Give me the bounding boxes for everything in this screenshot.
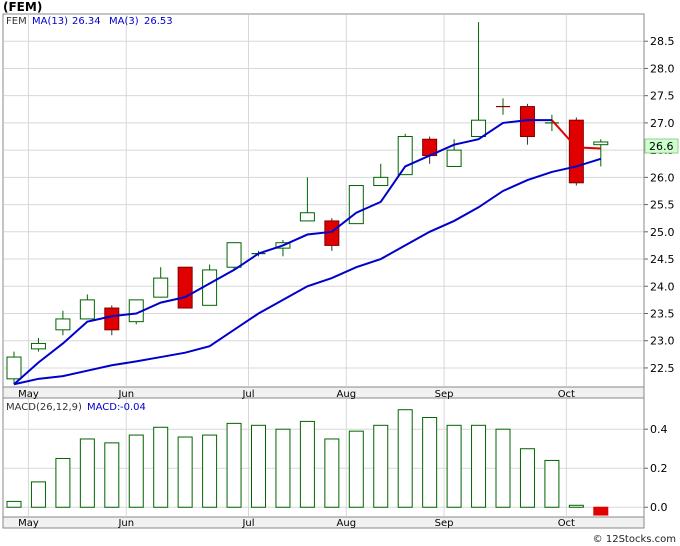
month-label: May [18,518,39,529]
month-label: Aug [337,518,357,529]
price-panel [2,13,645,388]
month-label: Jul [241,389,254,400]
month-label: Sep [435,518,454,529]
price-tick-label: 24.5 [650,253,675,266]
macd-bar [544,459,560,508]
legend-ma3-label: MA(3) [109,16,139,27]
candle-body [153,277,169,298]
macd-bar [251,424,266,508]
macd-bar [593,506,609,516]
price-tick-label: 27.0 [650,117,675,130]
candle-body [79,299,95,320]
month-label: Oct [558,389,575,400]
candle-body [226,242,242,268]
macd-tick-label: 0.0 [650,501,668,514]
last-price-label: 26.6 [649,140,674,153]
candle-body [593,141,609,146]
macd-bar [299,420,315,508]
last-price-box [644,138,679,154]
price-tick-label: 27.5 [650,90,675,103]
macd-bar [128,434,144,508]
macd-bar [397,409,413,508]
macd-bar [568,504,584,508]
macd-bar [79,438,95,508]
macd-bar [55,457,71,508]
macd-bar [104,442,120,508]
legend-ma3-value: 26.53 [144,16,173,27]
macd-bar [348,430,364,508]
macd-bar [471,424,487,508]
macd-bar [226,422,242,508]
ma13-line [13,157,602,386]
candle-body [373,176,389,187]
candle-body [348,185,364,225]
macd-bar [30,481,46,508]
bottom-date-strip [2,516,645,529]
month-label: Oct [558,518,575,529]
price-tick-label: 24.0 [650,280,675,293]
ma3-line-recent [551,119,601,150]
candle-body [202,269,218,306]
site-credit: © 12Stocks.com [592,534,676,545]
candle-body [397,136,413,176]
month-label: Sep [435,389,454,400]
macd-bar [373,424,389,508]
candle-body [177,266,193,309]
price-tick-label: 28.5 [650,35,675,48]
price-tick-label: 23.0 [650,335,675,348]
candle-body [6,356,22,380]
legend-ma13-label: MA(13) [32,16,68,27]
macd-legend-label: MACD(26,12,9) [6,402,82,413]
candle-body [568,119,584,184]
macd-legend-value: -0.04 [120,402,146,413]
price-tick-label: 22.5 [650,362,675,375]
candle-body [55,318,71,331]
month-label: Jul [241,518,254,529]
macd-bar [275,428,291,508]
month-label: Jun [117,389,134,400]
macd-bar [177,436,193,508]
price-tick-label: 26.0 [650,171,675,184]
chart-title: (FEM) [3,0,43,14]
candle-body [471,119,487,138]
candle-body [30,342,46,350]
candle-body [446,149,462,167]
macd-bar [519,448,535,508]
ma3-line [13,119,552,386]
macd-tick-label: 0.2 [650,462,668,475]
price-tick-label: 25.5 [650,199,675,212]
macd-bar [446,424,462,508]
macd-bar [422,417,438,508]
month-label: May [18,389,39,400]
date-strip [2,386,645,399]
macd-legend-value-label: MACD: [87,402,120,413]
macd-bar [324,438,340,508]
candle-body [104,307,120,331]
macd-bar [495,428,511,508]
legend-symbol: FEM [6,16,27,27]
price-tick-label: 25.0 [650,226,675,239]
macd-bar [202,434,218,508]
macd-bar [153,426,169,508]
macd-tick-label: 0.4 [650,423,668,436]
price-tick-label: 23.5 [650,307,675,320]
macd-bar [6,500,22,508]
month-label: Aug [337,389,357,400]
legend-ma13-value: 26.34 [72,16,101,27]
candle-body [299,212,315,222]
price-tick-label: 28.0 [650,62,675,75]
month-label: Jun [117,518,134,529]
